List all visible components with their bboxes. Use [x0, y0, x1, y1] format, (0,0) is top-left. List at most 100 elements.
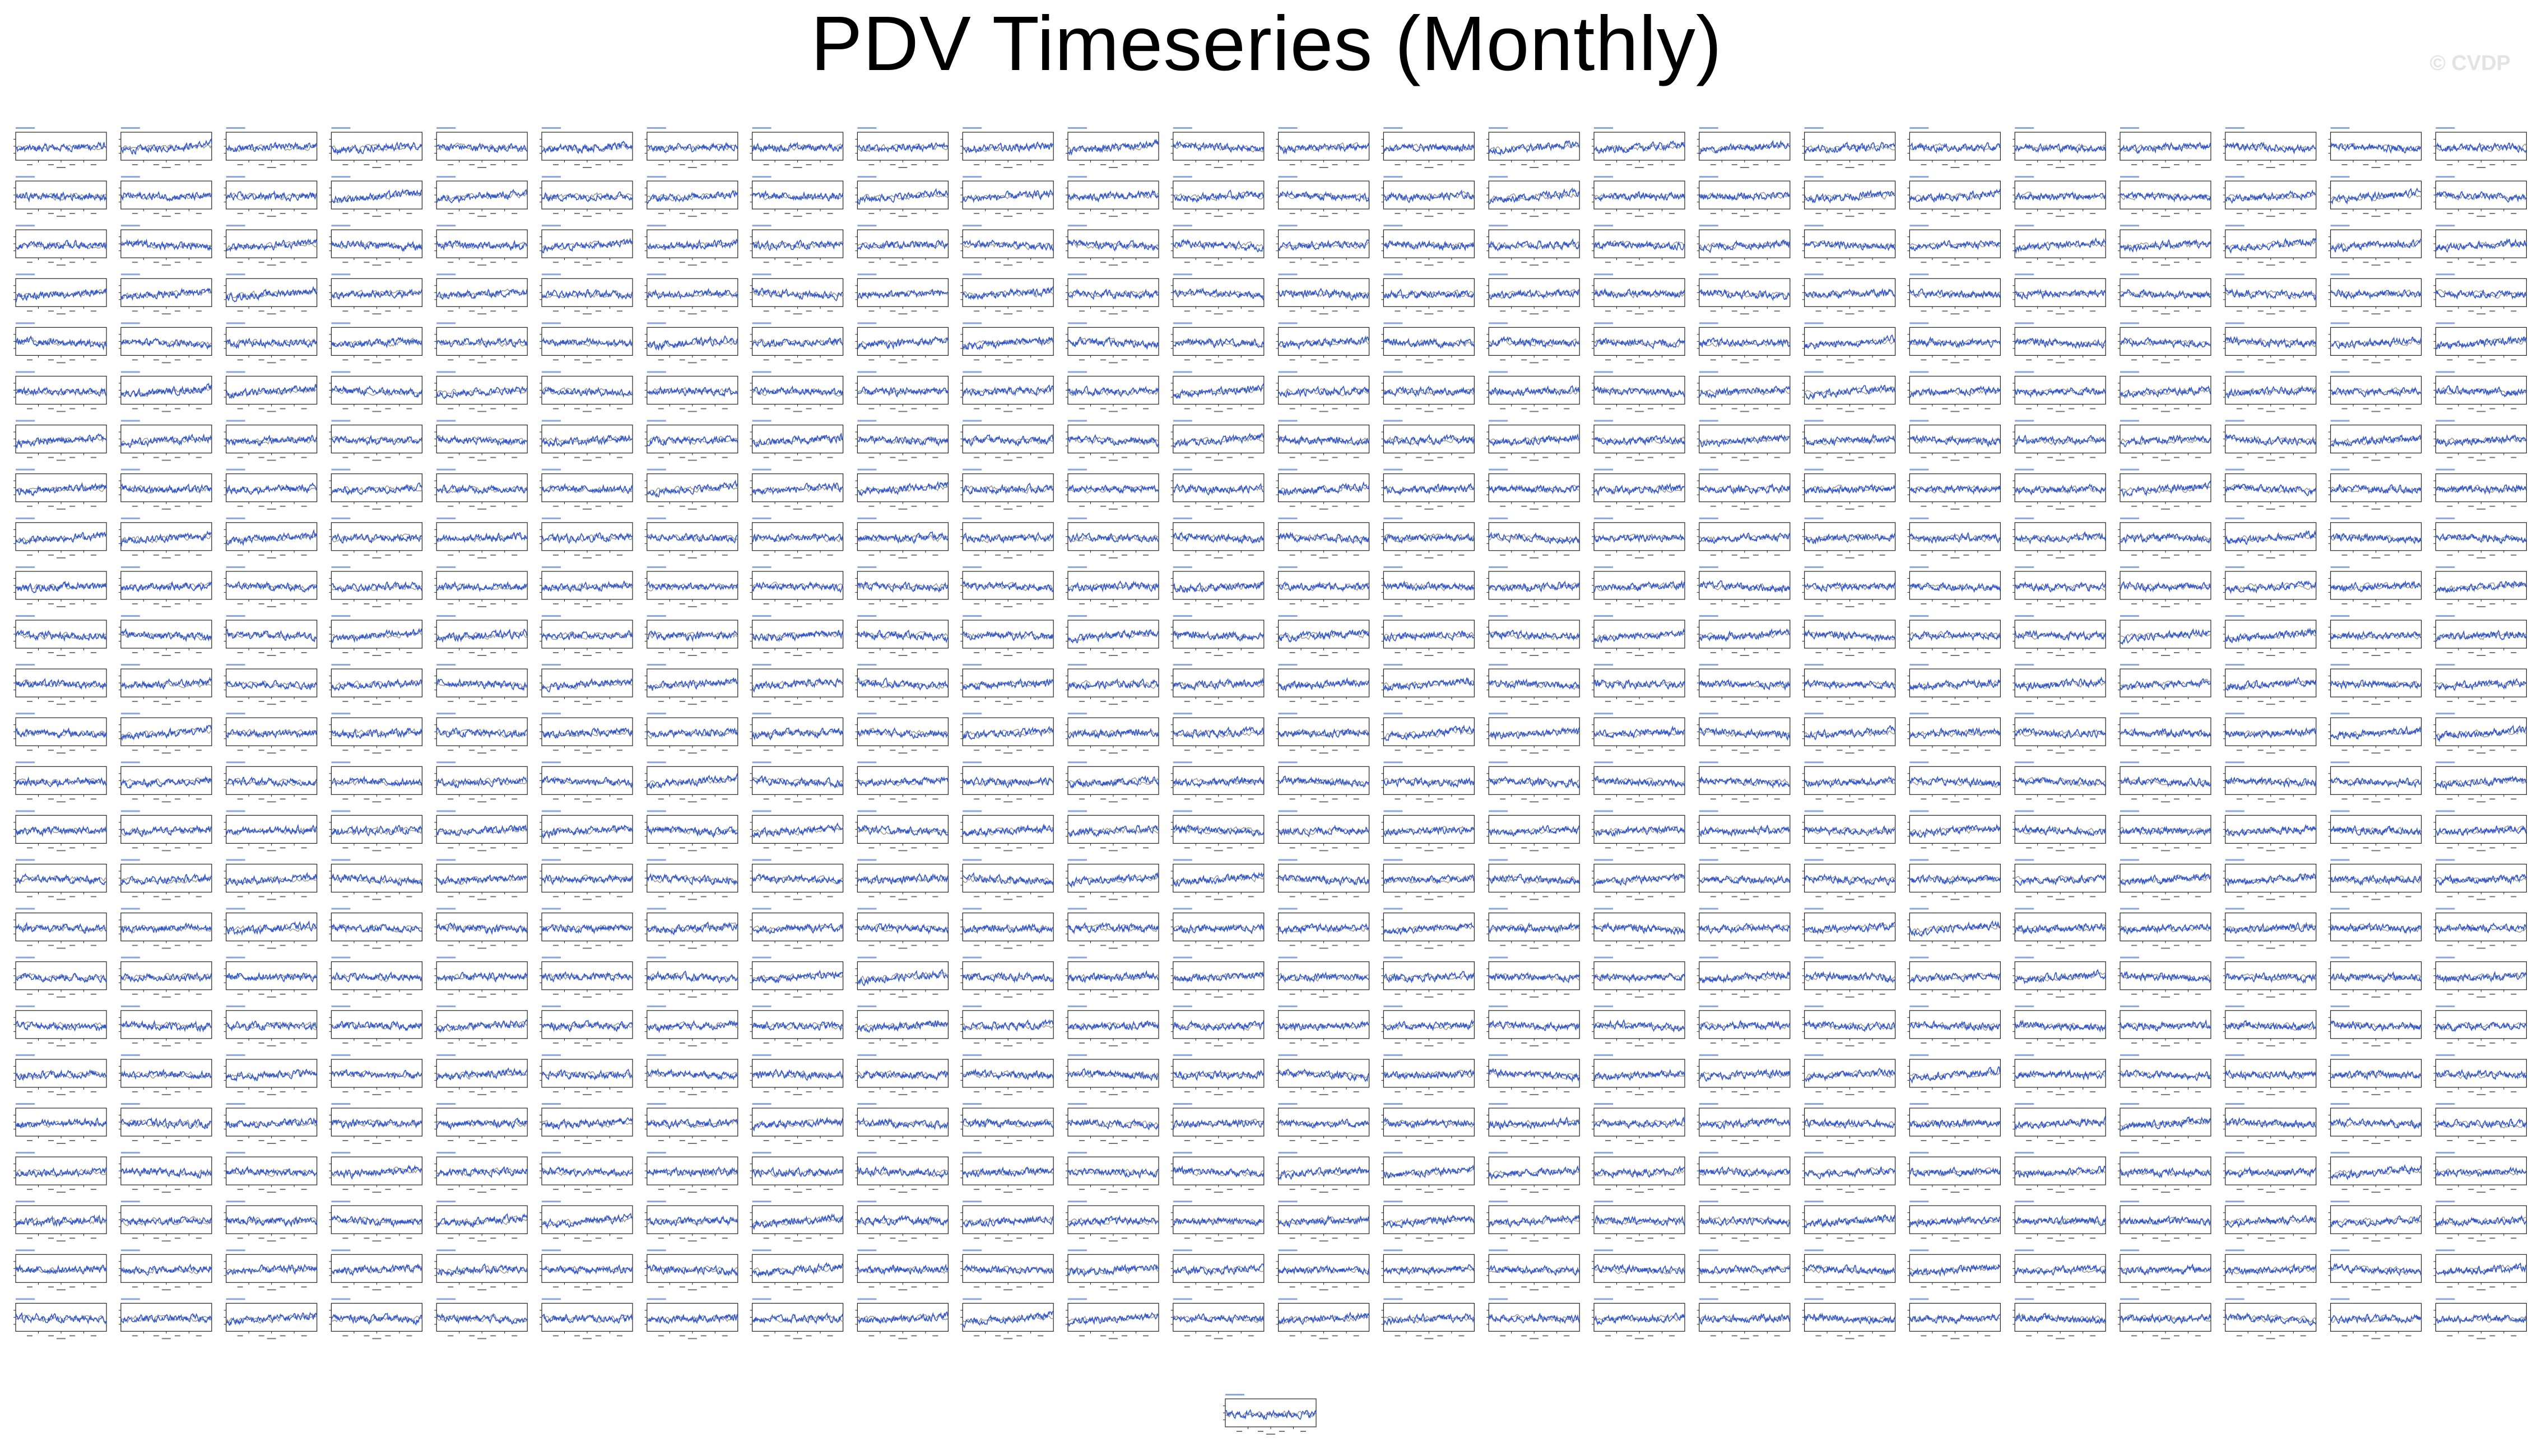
- x-axis-label: [1950, 167, 1960, 168]
- x-tick-label: [2153, 213, 2158, 215]
- model-series-line: [436, 628, 528, 643]
- timeseries-panel: [434, 664, 528, 705]
- timeseries-panel: [118, 127, 212, 168]
- x-tick-label: [827, 262, 833, 263]
- x-axis-label: [1740, 216, 1749, 217]
- x-tick-label: [784, 457, 791, 458]
- x-tick-label: [2489, 310, 2495, 312]
- x-axis-label: [1109, 508, 1118, 510]
- x-tick-label: [1963, 603, 1969, 604]
- x-tick-label: [132, 505, 138, 507]
- panel-frame: [962, 132, 1054, 161]
- x-tick-label: [342, 164, 348, 165]
- x-tick-label: [2257, 310, 2264, 312]
- x-tick-label: [512, 701, 518, 703]
- x-tick-label: [1310, 505, 1317, 507]
- x-tick-label: [617, 652, 622, 653]
- x-tick-label: [1038, 457, 1044, 458]
- timeseries-panel: [960, 322, 1054, 364]
- x-tick-label: [1248, 652, 1254, 653]
- x-tick-label: [995, 213, 1001, 215]
- x-tick-label: [280, 262, 286, 263]
- x-tick-label: [406, 457, 412, 458]
- x-tick-label: [2300, 213, 2306, 215]
- x-tick-label: [596, 408, 601, 410]
- x-tick-label: [995, 164, 1001, 165]
- model-series-line: [857, 289, 949, 300]
- x-tick-label: [995, 408, 1001, 410]
- x-tick-label: [2026, 164, 2032, 165]
- x-tick-label: [1837, 359, 1843, 361]
- timeseries-panel: [750, 273, 844, 315]
- x-tick-label: [448, 554, 454, 556]
- timeseries-panel: [13, 273, 107, 315]
- x-tick-label: [1837, 750, 1843, 751]
- panel-caption: [2330, 664, 2350, 666]
- panel-caption: [120, 664, 140, 666]
- x-tick-label: [1122, 408, 1127, 410]
- x-tick-label: [2279, 701, 2285, 703]
- timeseries-panel: [118, 517, 212, 559]
- x-tick-label: [48, 310, 54, 312]
- x-tick-label: [658, 359, 664, 361]
- panel-caption: [226, 127, 245, 129]
- x-tick-label: [2384, 701, 2390, 703]
- x-axis-label: [1424, 216, 1434, 217]
- x-tick-label: [2489, 213, 2495, 215]
- model-series-line: [1383, 482, 1475, 496]
- model-series-line: [1173, 189, 1265, 203]
- x-tick-label: [2341, 262, 2348, 263]
- panel-caption: [542, 127, 561, 129]
- x-tick-label: [2047, 310, 2053, 312]
- timeseries-panel: [1276, 371, 1370, 412]
- panel-frame: [15, 375, 107, 405]
- x-tick-label: [1458, 262, 1465, 263]
- model-series-line: [962, 434, 1054, 447]
- timeseries-panel: [1381, 664, 1475, 705]
- x-tick-label: [2174, 408, 2179, 410]
- x-tick-label: [1521, 457, 1527, 458]
- x-axis-label: [1003, 167, 1013, 168]
- x-tick-label: [868, 408, 875, 410]
- x-axis-label: [267, 459, 276, 461]
- x-tick-label: [280, 701, 286, 703]
- model-series-line: [120, 627, 212, 643]
- x-tick-label: [2026, 359, 2032, 361]
- x-tick-label: [1205, 603, 1211, 604]
- panel-caption: [2120, 127, 2139, 129]
- model-series-line: [1173, 482, 1264, 496]
- x-tick-label: [1122, 262, 1127, 263]
- x-axis-label: [1845, 362, 1855, 364]
- timeseries-panel: [13, 127, 107, 168]
- x-tick-label: [722, 505, 728, 507]
- x-tick-label: [1963, 213, 1969, 215]
- panel-caption: [1594, 127, 1613, 129]
- model-series-line: [15, 678, 107, 690]
- model-series-line: [15, 335, 107, 351]
- x-tick-label: [2153, 750, 2158, 751]
- x-tick-label: [2384, 750, 2390, 751]
- x-tick-label: [827, 505, 833, 507]
- x-tick-label: [658, 554, 664, 556]
- x-tick-label: [1184, 750, 1190, 751]
- timeseries-panel: [1066, 566, 1159, 607]
- x-tick-label: [2405, 213, 2411, 215]
- x-axis-label: [2371, 606, 2381, 607]
- panel-caption: [1594, 615, 1613, 617]
- model-series-line: [2330, 580, 2422, 593]
- model-series-line: [2435, 385, 2527, 398]
- reference-series-line: [1067, 729, 1159, 737]
- x-tick-label: [1774, 164, 1780, 165]
- x-tick-label: [995, 554, 1001, 556]
- x-tick-label: [868, 750, 875, 751]
- panel-caption: [647, 713, 666, 715]
- x-tick-label: [827, 652, 833, 653]
- x-axis-label: [1635, 362, 1644, 364]
- x-tick-label: [1879, 408, 1885, 410]
- panel-caption: [120, 371, 140, 373]
- x-axis-label: [372, 313, 382, 315]
- x-tick-label: [658, 310, 664, 312]
- panel-caption: [226, 225, 245, 227]
- x-tick-label: [174, 457, 180, 458]
- x-axis-label: [687, 704, 697, 705]
